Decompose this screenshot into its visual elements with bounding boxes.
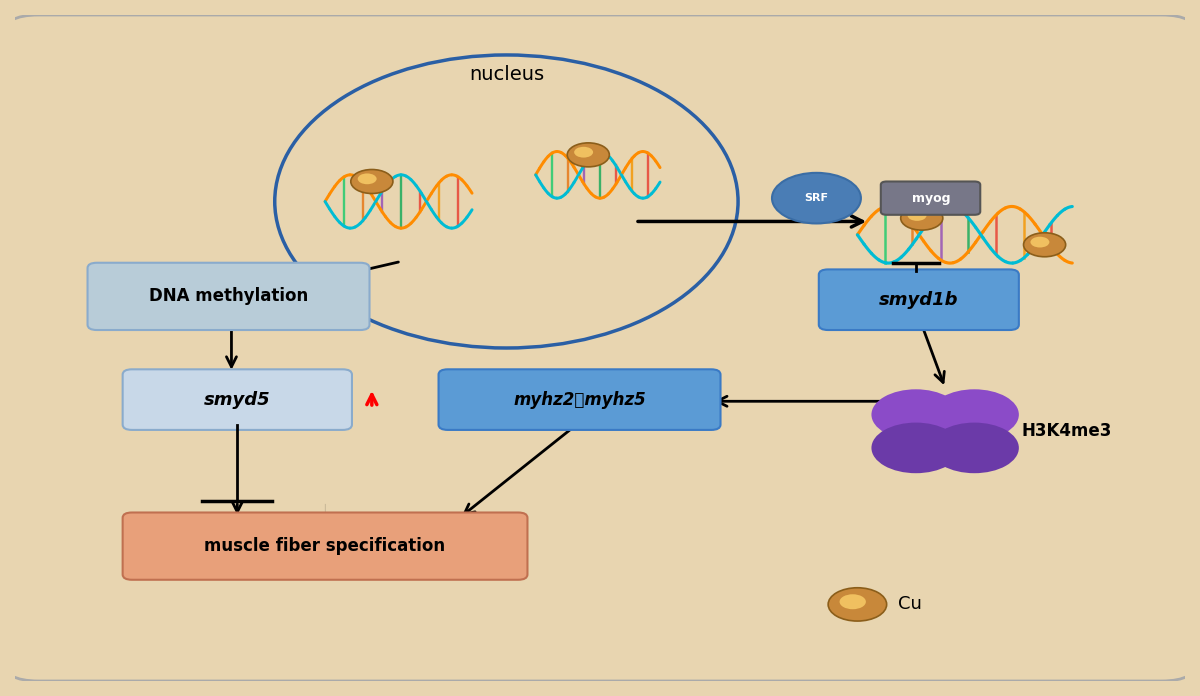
FancyBboxPatch shape	[88, 263, 370, 330]
Text: SRF: SRF	[804, 193, 828, 203]
Text: smyd1b: smyd1b	[880, 291, 959, 309]
Text: myog: myog	[912, 191, 950, 205]
Circle shape	[1024, 232, 1066, 257]
Circle shape	[772, 173, 860, 223]
Circle shape	[907, 210, 926, 221]
FancyBboxPatch shape	[438, 370, 720, 430]
Text: DNA methylation: DNA methylation	[149, 287, 308, 306]
Circle shape	[901, 206, 943, 230]
Text: nucleus: nucleus	[469, 65, 544, 84]
FancyBboxPatch shape	[818, 269, 1019, 330]
FancyBboxPatch shape	[122, 512, 528, 580]
FancyBboxPatch shape	[881, 182, 980, 215]
Circle shape	[871, 422, 960, 473]
Text: smyd5: smyd5	[204, 390, 271, 409]
Circle shape	[828, 587, 887, 621]
Circle shape	[358, 173, 377, 184]
Text: muscle fiber specification: muscle fiber specification	[204, 537, 445, 555]
Circle shape	[871, 389, 960, 440]
Circle shape	[574, 147, 593, 157]
Circle shape	[1031, 237, 1049, 248]
Ellipse shape	[275, 55, 738, 348]
FancyBboxPatch shape	[4, 15, 1196, 681]
Circle shape	[930, 389, 1019, 440]
Text: myhz2、myhz5: myhz2、myhz5	[514, 390, 646, 409]
Circle shape	[840, 594, 866, 609]
FancyBboxPatch shape	[122, 370, 352, 430]
Circle shape	[930, 422, 1019, 473]
Circle shape	[568, 143, 610, 167]
Text: Cu: Cu	[899, 595, 923, 613]
Circle shape	[350, 170, 392, 193]
Text: H3K4me3: H3K4me3	[1021, 422, 1111, 441]
